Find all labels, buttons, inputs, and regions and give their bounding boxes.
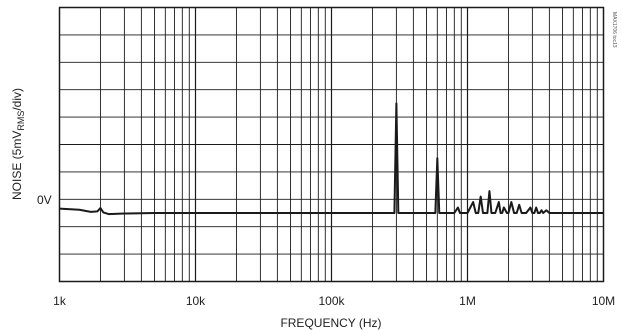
x-tick-label: 10k — [186, 294, 206, 308]
y-zero-label: 0V — [37, 193, 52, 207]
y-axis-title-main: NOISE (5mV — [10, 131, 24, 200]
x-tick-labels: 1k 10k 100k 1M 10M — [53, 294, 615, 308]
noise-series-line — [59, 102, 604, 216]
y-axis-title-tail: /div) — [10, 88, 24, 111]
series-layer — [59, 102, 604, 216]
y-axis-title: NOISE (5mVRMS/div) — [10, 88, 26, 200]
figure-id-note: MAX1706 toc13 — [611, 12, 617, 48]
x-tick-label: 100k — [318, 294, 345, 308]
x-tick-label: 1M — [459, 294, 476, 308]
x-tick-label: 10M — [592, 294, 615, 308]
x-axis-title: FREQUENCY (Hz) — [280, 316, 381, 330]
grid-lines — [59, 7, 604, 282]
x-tick-label: 1k — [53, 294, 67, 308]
y-axis-title-subscript: RMS — [16, 111, 26, 131]
